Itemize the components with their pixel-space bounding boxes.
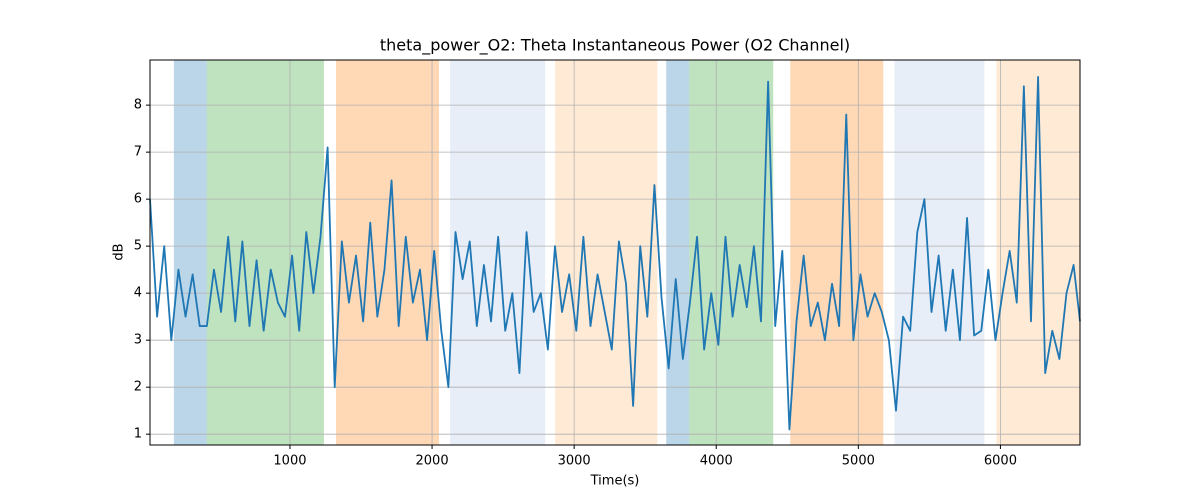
shaded-span [689,60,774,445]
y-tick-label: 2 [134,380,142,395]
data-line [149,76,1081,431]
y-tick-label: 1 [134,427,142,442]
x-tick-label: 6000 [984,454,1017,469]
x-tick-label: 5000 [842,454,875,469]
y-tick-label: 7 [134,145,142,160]
shaded-span [790,60,884,445]
y-tick-label: 5 [134,239,142,254]
x-tick-label: 3000 [558,454,591,469]
y-axis-label: dB [112,243,127,260]
y-tick-label: 3 [134,333,142,348]
shaded-span [173,60,207,445]
y-tick-label: 8 [134,98,142,113]
shaded-span [336,60,440,445]
y-tick-label: 4 [134,286,142,301]
chart-title: theta_power_O2: Theta Instantaneous Powe… [380,36,850,56]
x-axis-label: Time(s) [590,474,640,489]
x-tick-label: 1000 [273,454,306,469]
x-tick-label: 4000 [700,454,733,469]
x-tick-label: 2000 [416,454,449,469]
plot-frame [149,59,1081,446]
y-tick-label: 6 [134,192,142,207]
